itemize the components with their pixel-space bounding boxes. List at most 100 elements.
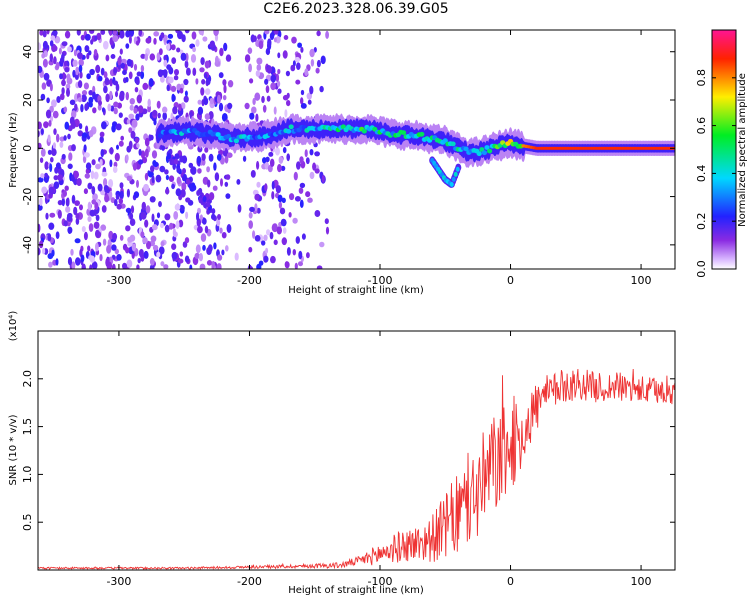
noise-speckle: [278, 201, 282, 209]
noise-speckle: [49, 115, 54, 122]
noise-speckle: [247, 47, 253, 54]
noise-speckle: [141, 201, 146, 211]
noise-speckle: [298, 250, 303, 260]
noise-speckle: [227, 80, 234, 88]
noise-speckle: [184, 60, 189, 69]
noise-speckle: [53, 56, 57, 65]
noise-speckle: [112, 30, 118, 36]
noise-speckle: [53, 175, 59, 181]
noise-speckle: [51, 99, 57, 108]
noise-speckle: [215, 55, 219, 64]
noise-speckle: [97, 104, 102, 111]
noise-speckle: [89, 30, 95, 34]
streak-blob: [186, 178, 190, 185]
noise-speckle: [47, 253, 54, 260]
noise-speckle: [209, 97, 215, 105]
noise-speckle: [223, 42, 228, 52]
noise-speckle: [196, 212, 200, 222]
noise-speckle: [325, 30, 329, 39]
noise-speckle: [249, 206, 255, 212]
noise-speckle: [271, 180, 275, 190]
noise-speckle: [225, 245, 229, 252]
noise-speckle: [49, 163, 53, 172]
noise-speckle: [47, 233, 52, 242]
noise-speckle: [183, 78, 189, 86]
noise-speckle: [111, 244, 117, 251]
noise-speckle: [103, 40, 109, 50]
noise-speckle: [282, 227, 287, 234]
noise-speckle: [197, 106, 204, 116]
noise-speckle: [127, 236, 133, 243]
noise-speckle: [80, 94, 87, 103]
noise-speckle: [296, 161, 301, 170]
noise-speckle: [195, 39, 200, 47]
noise-speckle: [80, 254, 85, 263]
noise-speckle: [100, 224, 107, 231]
noise-speckle: [101, 171, 108, 177]
noise-speckle: [157, 112, 161, 119]
noise-speckle: [49, 40, 54, 47]
noise-speckle: [196, 155, 202, 164]
noise-speckle: [59, 141, 64, 148]
noise-speckle: [91, 261, 98, 269]
noise-speckle: [249, 78, 254, 84]
x-tick-label: -100: [368, 575, 393, 588]
noise-speckle: [284, 261, 289, 269]
noise-speckle: [61, 41, 68, 47]
noise-speckle: [113, 101, 119, 108]
noise-speckle: [125, 76, 129, 83]
noise-speckle: [135, 113, 140, 121]
noise-speckle: [112, 232, 118, 241]
x-tick-label: -300: [106, 274, 131, 287]
noise-speckle: [269, 231, 274, 240]
noise-speckle: [143, 250, 149, 259]
noise-speckle: [310, 59, 315, 67]
noise-speckle: [145, 205, 151, 214]
noise-speckle: [135, 78, 140, 86]
noise-speckle: [150, 165, 155, 173]
noise-speckle: [325, 226, 330, 235]
noise-speckle: [39, 157, 44, 163]
noise-speckle: [125, 91, 129, 101]
noise-speckle: [99, 131, 105, 138]
noise-speckle: [202, 36, 208, 42]
noise-speckle: [206, 260, 213, 266]
x-tick-label: 0: [507, 575, 514, 588]
noise-speckle: [55, 258, 59, 266]
noise-speckle: [49, 212, 56, 218]
noise-speckle: [38, 121, 42, 130]
noise-speckle: [137, 257, 141, 264]
noise-speckle: [320, 55, 326, 65]
branch-core: [451, 176, 456, 182]
noise-speckle: [77, 80, 83, 89]
noise-speckle: [189, 264, 193, 269]
noise-speckle: [51, 148, 57, 156]
noise-speckle: [205, 78, 211, 86]
noise-speckle: [42, 40, 48, 50]
noise-speckle: [314, 151, 320, 157]
noise-speckle: [146, 240, 151, 250]
noise-speckle: [185, 197, 191, 203]
noise-speckle: [275, 147, 280, 156]
streak-blob: [176, 167, 181, 174]
noise-speckle: [44, 172, 49, 179]
noise-speckle: [170, 44, 176, 51]
noise-speckle: [94, 202, 99, 210]
noise-speckle: [135, 40, 140, 46]
x-tick-label: -200: [237, 575, 262, 588]
noise-speckle: [250, 170, 256, 178]
noise-speckle: [103, 178, 108, 187]
noise-speckle: [61, 197, 65, 207]
noise-speckle: [97, 75, 103, 82]
noise-speckle: [206, 247, 212, 255]
noise-speckle: [73, 49, 77, 57]
noise-speckle: [291, 36, 297, 44]
noise-speckle: [57, 174, 63, 181]
noise-speckle: [85, 162, 92, 170]
noise-speckle: [214, 172, 220, 182]
noise-speckle: [190, 54, 197, 63]
noise-speckle: [258, 40, 264, 49]
noise-speckle: [71, 261, 76, 269]
noise-speckle: [120, 62, 125, 69]
